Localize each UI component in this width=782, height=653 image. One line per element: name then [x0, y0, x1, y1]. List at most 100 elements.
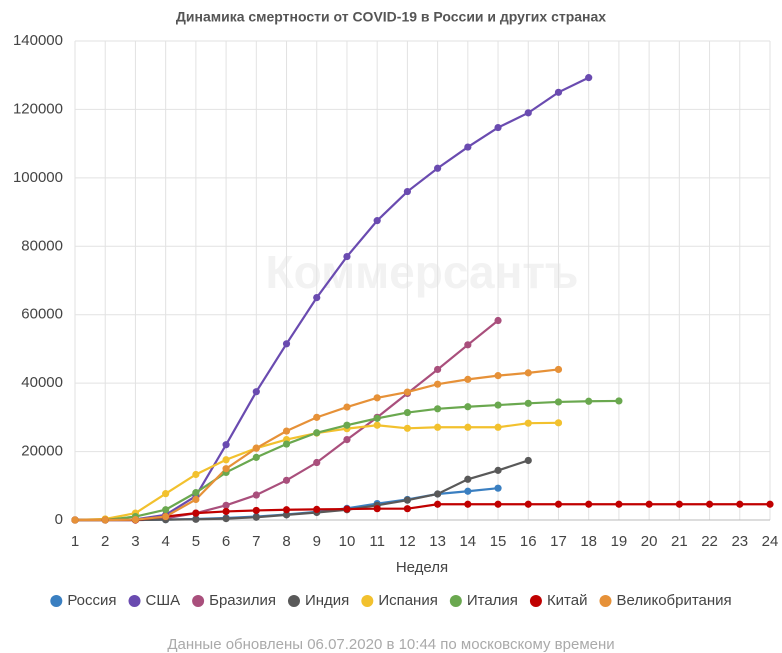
data-point	[282, 511, 291, 519]
data-point	[464, 403, 472, 411]
data-point	[736, 500, 744, 508]
data-point	[252, 506, 260, 515]
x-tick-label: 7	[252, 533, 260, 550]
data-point	[313, 294, 321, 302]
watermark: Коммерсантъ	[266, 246, 579, 298]
legend-marker	[287, 595, 300, 607]
y-tick-label: 140000	[13, 32, 63, 49]
data-point	[766, 500, 774, 508]
x-tick-label: 16	[520, 533, 537, 550]
note: Данные обновлены 06.07.2020 в 10:44 по м…	[167, 636, 614, 653]
data-point	[464, 500, 472, 508]
data-point	[434, 423, 442, 431]
legend-marker	[599, 595, 612, 607]
y-tick-label: 60000	[21, 306, 63, 323]
data-point	[494, 401, 502, 409]
x-tick-label: 14	[459, 533, 476, 550]
legend-marker	[50, 595, 63, 607]
data-point	[71, 516, 79, 524]
data-point	[403, 388, 411, 396]
legend-label: Китай	[547, 592, 588, 609]
x-tick-label: 3	[131, 533, 139, 550]
data-point	[524, 369, 532, 377]
data-point	[615, 500, 623, 508]
data-point	[252, 444, 260, 452]
data-point	[494, 500, 502, 508]
data-point	[675, 500, 683, 508]
x-tick-label: 12	[399, 533, 416, 550]
data-point	[403, 424, 411, 432]
legend-marker	[529, 595, 542, 607]
y-tick-label: 80000	[21, 237, 63, 254]
data-point	[464, 475, 472, 483]
data-point	[373, 414, 381, 422]
x-tick-label: 15	[490, 533, 507, 550]
data-point	[554, 88, 563, 96]
data-point	[464, 375, 472, 383]
data-point	[494, 123, 502, 132]
x-tick-label: 19	[611, 533, 628, 550]
data-point	[434, 164, 442, 172]
data-point	[222, 501, 230, 509]
data-point	[373, 394, 381, 402]
data-point	[434, 405, 442, 413]
data-point	[343, 505, 351, 513]
data-point	[252, 513, 260, 521]
data-point	[434, 490, 442, 498]
legend-marker	[449, 595, 462, 607]
x-tick-label: 10	[339, 533, 356, 550]
data-point	[403, 505, 411, 513]
legend-label: Россия	[67, 592, 116, 609]
x-tick-label: 23	[731, 533, 748, 550]
data-point	[192, 515, 200, 523]
legend-marker	[361, 595, 374, 607]
data-point	[343, 421, 351, 429]
grid	[74, 40, 771, 521]
data-point	[524, 399, 532, 407]
data-point	[524, 419, 532, 427]
data-point	[222, 507, 230, 516]
data-point	[162, 506, 170, 514]
data-point	[222, 515, 230, 523]
x-tick-label: 4	[161, 533, 169, 550]
x-tick-label: 18	[580, 533, 597, 550]
data-point	[554, 398, 563, 406]
data-point	[282, 427, 291, 435]
x-tick-label: 2	[101, 533, 109, 550]
data-point	[101, 516, 109, 524]
legend: Россия США Бразилия Индия Испания Италия Китай…	[50, 592, 732, 609]
data-point	[252, 453, 260, 461]
data-point	[282, 476, 291, 484]
chart-title: Динамика смертности от COVID-19 в России…	[176, 9, 606, 25]
data-point	[494, 423, 502, 431]
data-point	[464, 487, 472, 495]
data-point	[554, 419, 563, 427]
legend-marker	[192, 595, 205, 607]
data-point	[434, 365, 442, 374]
data-point	[524, 109, 532, 117]
y-tick-label: 20000	[21, 443, 63, 460]
data-point	[705, 500, 714, 508]
x-tick-label: 8	[282, 533, 290, 550]
y-tick-label: 120000	[13, 100, 63, 117]
y-tick-label: 40000	[21, 374, 63, 391]
data-point	[403, 496, 411, 504]
data-point	[313, 413, 321, 421]
legend-label: Бразилия	[209, 592, 276, 609]
data-point	[403, 187, 411, 196]
data-point	[464, 143, 472, 151]
data-point	[222, 441, 230, 449]
data-point	[373, 421, 381, 429]
data-point	[494, 484, 502, 492]
data-point	[585, 397, 593, 405]
data-point	[222, 465, 230, 473]
data-point	[464, 423, 472, 431]
data-point	[403, 408, 411, 417]
data-point	[494, 372, 502, 380]
y-tick-label: 100000	[13, 169, 63, 186]
x-tick-label: 22	[701, 533, 718, 550]
x-axis-label: Неделя	[396, 559, 448, 576]
data-point	[192, 470, 200, 479]
x-tick-label: 17	[550, 533, 567, 550]
